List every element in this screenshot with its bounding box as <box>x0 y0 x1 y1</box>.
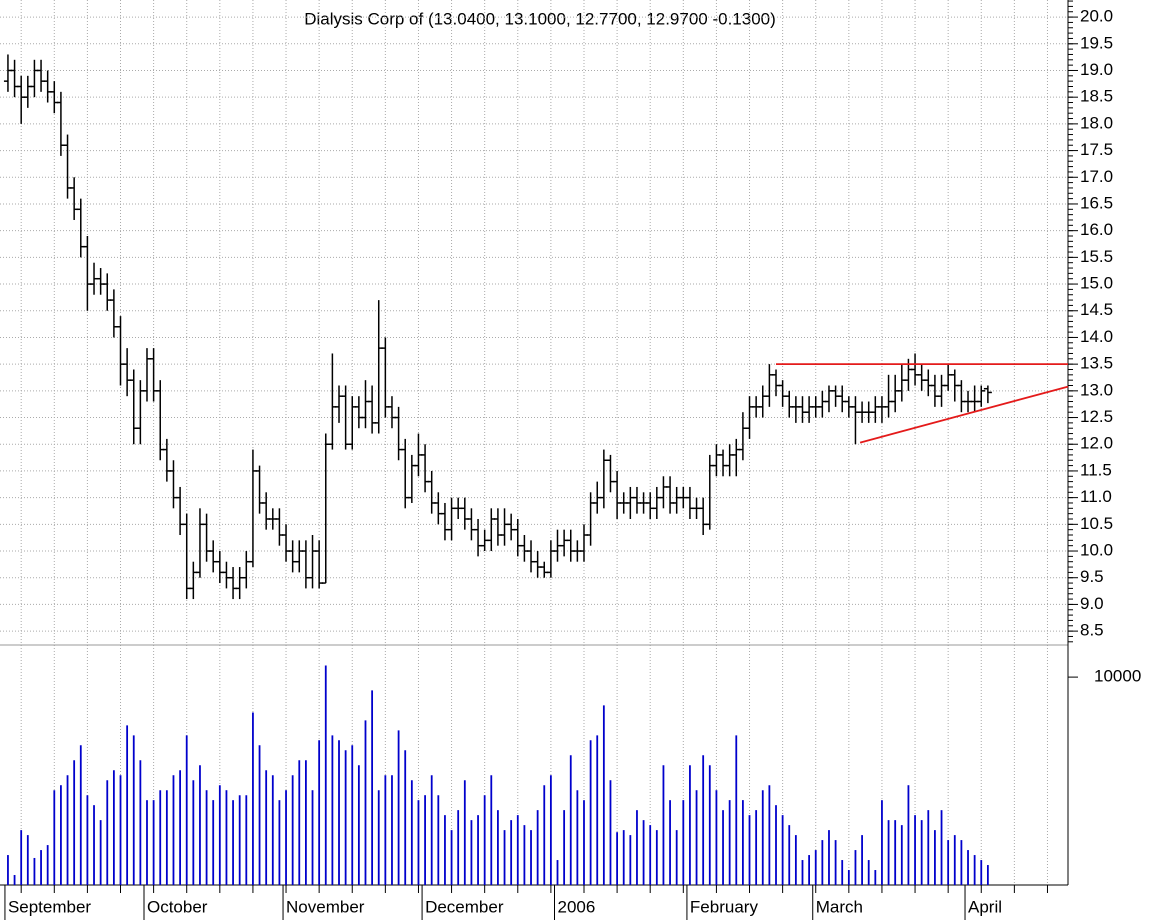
y-tick-label: 10.0 <box>1080 541 1113 560</box>
y-tick-label: 12.0 <box>1080 434 1113 453</box>
y-tick-label: 14.5 <box>1080 300 1113 319</box>
x-tick-label: April <box>968 897 1002 916</box>
y-tick-label: 19.0 <box>1080 60 1113 79</box>
y-tick-label: 13.5 <box>1080 354 1113 373</box>
x-tick-label: December <box>425 897 504 916</box>
x-tick-label: 2006 <box>558 897 596 916</box>
x-tick-label: March <box>816 897 863 916</box>
y-tick-label: 9.0 <box>1080 594 1104 613</box>
volume-tick-label: 10000 <box>1094 667 1141 686</box>
x-tick-label: February <box>690 897 759 916</box>
y-tick-label: 12.5 <box>1080 407 1113 426</box>
y-tick-label: 9.5 <box>1080 567 1104 586</box>
y-tick-label: 14.0 <box>1080 327 1113 346</box>
trendline <box>859 385 1069 444</box>
chart-title: Dialysis Corp of (13.0400, 13.1000, 12.7… <box>304 9 776 28</box>
y-tick-label: 18.0 <box>1080 113 1113 132</box>
y-tick-label: 17.5 <box>1080 140 1113 159</box>
y-tick-label: 16.5 <box>1080 193 1113 212</box>
y-tick-label: 15.5 <box>1080 247 1113 266</box>
y-tick-label: 15.0 <box>1080 274 1113 293</box>
y-tick-label: 18.5 <box>1080 87 1113 106</box>
y-tick-label: 11.0 <box>1080 487 1112 506</box>
y-tick-label: 11.5 <box>1080 460 1112 479</box>
y-tick-label: 16.0 <box>1080 220 1113 239</box>
y-tick-label: 13.0 <box>1080 380 1113 399</box>
x-tick-label: November <box>286 897 365 916</box>
x-tick-label: October <box>147 897 208 916</box>
y-tick-label: 19.5 <box>1080 33 1113 52</box>
y-tick-label: 17.0 <box>1080 167 1113 186</box>
y-tick-label: 20.0 <box>1080 7 1113 26</box>
x-tick-label: September <box>8 897 91 916</box>
y-tick-label: 10.5 <box>1080 514 1113 533</box>
y-tick-label: 8.5 <box>1080 621 1104 640</box>
